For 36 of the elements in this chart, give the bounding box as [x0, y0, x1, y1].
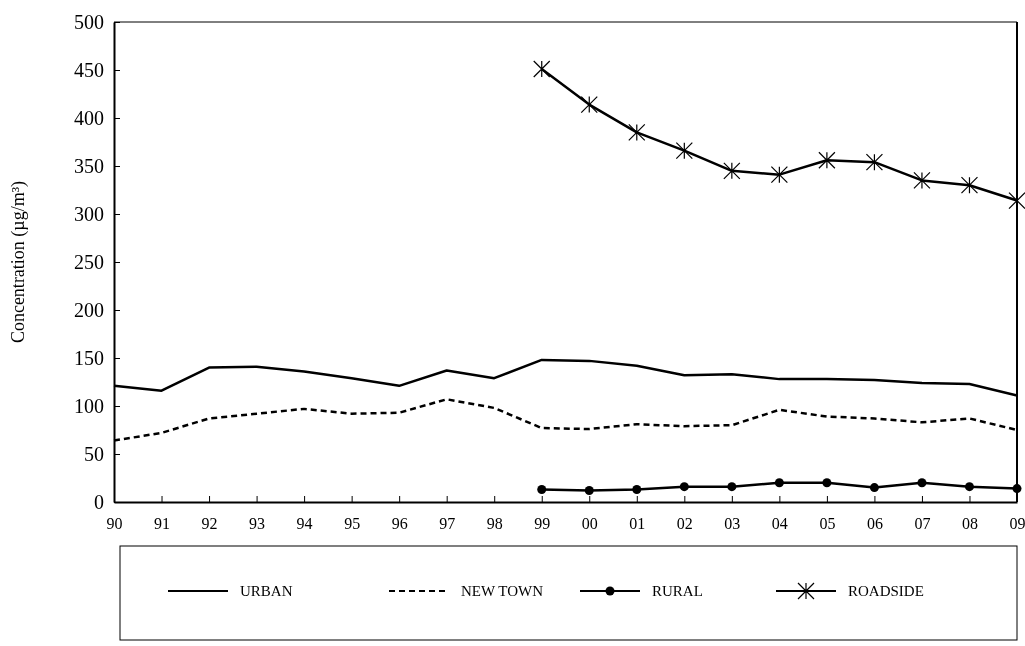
y-tick-label: 300	[74, 202, 104, 225]
y-tick-label: 400	[74, 106, 104, 129]
x-tick-label: 96	[391, 515, 408, 533]
y-tick-label: 250	[74, 250, 104, 273]
y-axis-title: Concentration (µg/m³)	[8, 180, 29, 344]
x-tick-label: 95	[344, 515, 361, 533]
x-tick-label: 07	[914, 515, 931, 533]
x-tick-label: 94	[296, 515, 313, 533]
y-tick-label: 50	[84, 442, 104, 465]
x-tick-label: 02	[676, 515, 693, 533]
legend-label: RURAL	[652, 583, 703, 599]
legend-label: ROADSIDE	[848, 583, 924, 599]
x-tick-label: 08	[961, 515, 978, 533]
x-tick-label: 05	[819, 515, 836, 533]
legend-label: URBAN	[240, 583, 293, 599]
y-tick-label: 100	[74, 394, 104, 417]
x-tick-label: 99	[534, 515, 551, 533]
x-tick-label: 06	[866, 515, 883, 533]
x-tick-label: 90	[106, 515, 123, 533]
x-tick-label: 98	[486, 515, 503, 533]
y-tick-label: 450	[74, 58, 104, 81]
x-tick-label: 00	[581, 515, 598, 533]
x-tick-label: 93	[249, 515, 266, 533]
y-tick-label: 0	[94, 490, 104, 513]
x-tick-label: 97	[439, 515, 456, 533]
x-tick-label: 09	[1009, 515, 1025, 533]
x-tick-label: 92	[201, 515, 218, 533]
y-tick-label: 200	[74, 298, 104, 321]
x-tick-label: 91	[154, 515, 171, 533]
x-tick-label: 01	[629, 515, 646, 533]
y-tick-label: 500	[74, 10, 104, 33]
y-tick-label: 150	[74, 346, 104, 369]
legend-label: NEW TOWN	[461, 583, 544, 599]
x-tick-label: 04	[771, 515, 788, 533]
y-tick-label: 350	[74, 154, 104, 177]
x-tick-label: 03	[724, 515, 741, 533]
